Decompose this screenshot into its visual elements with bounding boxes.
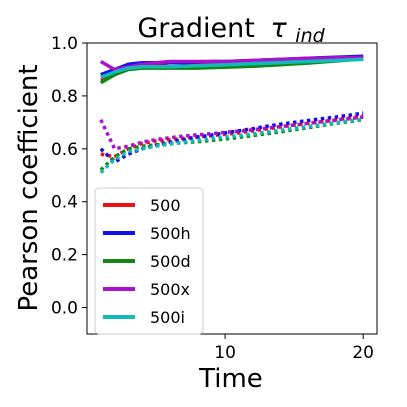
x-tick-label: 10	[214, 343, 236, 363]
legend-label-500i: 500i	[150, 308, 185, 327]
series-line-500d-dotted	[99, 117, 364, 172]
chart-title: Gradient τ ind	[137, 13, 325, 47]
series-line-500x	[99, 55, 364, 72]
y-axis-label: Pearson coefficient	[14, 64, 44, 311]
series-line-500i	[100, 57, 364, 80]
x-tick-label: 20	[352, 343, 374, 363]
legend: 500 500h 500d 500x 500i	[94, 187, 204, 335]
legend-label-500d: 500d	[150, 252, 191, 271]
series-line-500x-dotted	[99, 115, 364, 151]
y-tick-label: 1.0	[51, 34, 78, 54]
chart-title-text: Gradient	[137, 13, 255, 44]
legend-label-500: 500	[150, 196, 181, 215]
y-tick-label: 0.6	[51, 140, 78, 160]
y-tick-label: 0.4	[51, 193, 78, 213]
legend-label-500x: 500x	[150, 280, 190, 299]
plot-frame	[86, 42, 378, 335]
y-tick-label: 0.0	[51, 299, 78, 319]
plot-area	[99, 54, 364, 174]
y-tick-label: 0.2	[51, 246, 78, 266]
x-axis-label: Time	[198, 364, 263, 394]
y-axis: 0.0 0.2 0.4 0.6 0.8 1.0	[51, 34, 87, 319]
y-tick-label: 0.8	[51, 87, 78, 107]
series-line-500i-dotted	[99, 117, 364, 174]
chart-title-subscript: ind	[295, 25, 325, 47]
legend-box	[94, 187, 204, 335]
x-axis: 10 20	[214, 334, 374, 363]
legend-label-500h: 500h	[150, 224, 191, 243]
chart-title-symbol: τ	[270, 13, 287, 44]
